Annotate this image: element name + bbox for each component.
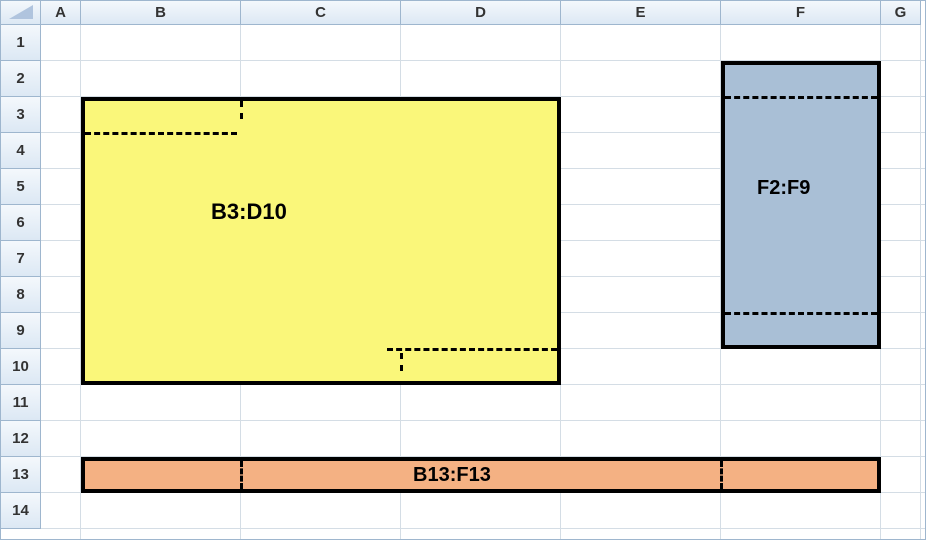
row-header-9[interactable]: 9	[1, 313, 41, 349]
col-header-C[interactable]: C	[241, 1, 401, 25]
range-blue-label: F2:F9	[757, 177, 810, 200]
select-all-corner[interactable]	[1, 1, 41, 25]
page-break-dash	[725, 96, 877, 99]
row-header-11[interactable]: 11	[1, 385, 41, 421]
col-header-G[interactable]: G	[881, 1, 921, 25]
range-blue[interactable]	[721, 61, 881, 349]
row-header-4[interactable]: 4	[1, 133, 41, 169]
page-break-dash	[240, 101, 243, 119]
page-break-dash	[85, 132, 237, 135]
page-break-dash	[400, 353, 403, 371]
spreadsheet-view: ABCDEFG 1234567891011121314 B3:D10 F2:F9…	[0, 0, 926, 540]
page-break-dash	[725, 312, 877, 315]
row-header-10[interactable]: 10	[1, 349, 41, 385]
range-yellow[interactable]	[81, 97, 561, 385]
row-header-2[interactable]: 2	[1, 61, 41, 97]
range-yellow-label: B3:D10	[211, 199, 287, 225]
row-header-1[interactable]: 1	[1, 25, 41, 61]
range-orange-label: B13:F13	[413, 464, 491, 487]
row-header-8[interactable]: 8	[1, 277, 41, 313]
row-header-14[interactable]: 14	[1, 493, 41, 529]
col-header-A[interactable]: A	[41, 1, 81, 25]
row-header-5[interactable]: 5	[1, 169, 41, 205]
row-header-13[interactable]: 13	[1, 457, 41, 493]
page-break-dash	[240, 461, 243, 489]
row-header-3[interactable]: 3	[1, 97, 41, 133]
row-header-6[interactable]: 6	[1, 205, 41, 241]
page-break-dash	[387, 348, 557, 351]
row-header-12[interactable]: 12	[1, 421, 41, 457]
col-header-E[interactable]: E	[561, 1, 721, 25]
col-header-F[interactable]: F	[721, 1, 881, 25]
col-header-D[interactable]: D	[401, 1, 561, 25]
col-header-B[interactable]: B	[81, 1, 241, 25]
page-break-dash	[720, 461, 723, 489]
row-header-7[interactable]: 7	[1, 241, 41, 277]
